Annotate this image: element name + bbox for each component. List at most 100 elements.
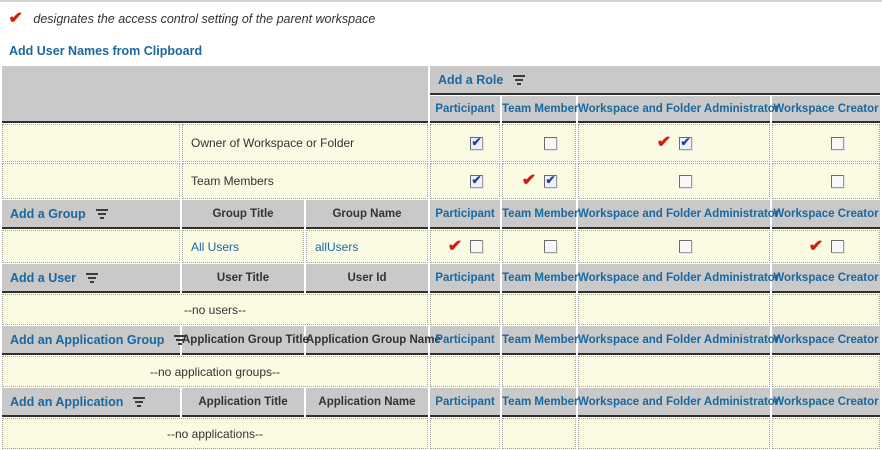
column-header-participant: Participant: [430, 96, 500, 123]
parent-setting-check-icon: ✔: [656, 134, 672, 151]
empty-cell: [2, 230, 180, 263]
column-header-user-title: User Title: [182, 264, 304, 293]
access-cell: ✔✔: [772, 124, 881, 162]
column-header-workspace-creator: Workspace Creator: [772, 326, 881, 355]
add-a-user-header-cell: Add a User: [2, 264, 180, 293]
column-header-workspace-creator: Workspace Creator: [772, 96, 881, 123]
checkbox-owner-team-member[interactable]: ✔: [544, 136, 557, 150]
filter-icon[interactable]: [132, 397, 146, 408]
legend-text: designates the access control setting of…: [33, 12, 376, 26]
add-a-role-link[interactable]: Add a Role: [438, 72, 504, 87]
access-cell: ✔✔: [578, 163, 770, 199]
checkbox-owner-participant[interactable]: ✔: [470, 135, 483, 150]
column-header-application-group-title: Application Group Title: [182, 326, 309, 355]
access-cell: ✔✔: [430, 163, 500, 199]
empty-cell: [578, 294, 770, 325]
parent-setting-check-icon: ✔: [8, 10, 24, 27]
access-cell: ✔✔: [578, 124, 770, 162]
group-title-link[interactable]: All Users: [191, 239, 240, 254]
checkbox-team-members-wf-admin[interactable]: ✔: [679, 174, 692, 188]
column-header-team-member: Team Member: [502, 388, 578, 417]
column-header-wf-admin: Workspace and Folder Administrator: [578, 326, 779, 355]
filter-icon[interactable]: [512, 75, 526, 86]
role-name: Owner of Workspace or Folder: [182, 124, 428, 162]
empty-cell: [502, 418, 576, 449]
checkbox-owner-wf-admin[interactable]: ✔: [679, 135, 692, 150]
column-header-wf-admin: Workspace and Folder Administrator: [578, 200, 779, 229]
role-row-owner: Owner of Workspace or Folder ✔✔ ✔✔ ✔✔ ✔✔: [2, 124, 881, 162]
column-header-workspace-creator: Workspace Creator: [772, 388, 881, 417]
user-section-header-row: Add a User User Title User Id Participan…: [2, 264, 881, 293]
no-application-groups-message: --no application groups--: [2, 356, 428, 387]
checkbox-all-users-workspace-creator[interactable]: ✔: [831, 240, 845, 253]
checkbox-all-users-team-member[interactable]: ✔: [544, 240, 557, 253]
column-header-group-name: Group Name: [306, 200, 428, 229]
checkbox-all-users-participant[interactable]: ✔: [470, 240, 483, 253]
add-a-user-link[interactable]: Add a User: [10, 270, 76, 285]
access-cell: ✔✔: [578, 230, 770, 263]
column-header-application-title: Application Title: [182, 388, 304, 417]
column-header-team-member: Team Member: [502, 96, 578, 123]
checkbox-all-users-wf-admin[interactable]: ✔: [679, 240, 692, 253]
filter-icon[interactable]: [85, 273, 99, 284]
add-a-group-link[interactable]: Add a Group: [10, 206, 86, 221]
column-header-team-member: Team Member: [502, 264, 578, 293]
role-name: Team Members: [182, 163, 428, 199]
empty-cell: [502, 356, 576, 387]
add-a-role-header-cell: Add a Role: [430, 66, 881, 95]
empty-cell: [2, 163, 180, 199]
checkbox-owner-workspace-creator[interactable]: ✔: [831, 136, 845, 150]
column-header-wf-admin: Workspace and Folder Administrator: [578, 388, 779, 417]
filter-icon[interactable]: [173, 335, 187, 346]
empty-cell: [772, 418, 881, 449]
access-cell: ✔✔: [502, 230, 576, 263]
role-section-header-row: Add a Role: [2, 66, 881, 123]
access-cell: ✔✔: [502, 124, 576, 162]
parent-setting-check-icon: ✔: [447, 237, 463, 255]
empty-application-groups-row: --no application groups--: [2, 356, 881, 387]
checkbox-team-members-team-member[interactable]: ✔: [544, 173, 557, 188]
checkbox-team-members-workspace-creator[interactable]: ✔: [831, 174, 845, 188]
column-header-application-group-name: Application Group Name: [306, 326, 441, 355]
add-a-group-header-cell: Add a Group: [2, 200, 180, 229]
column-header-user-id: User Id: [306, 264, 428, 293]
empty-cell: [430, 294, 500, 325]
empty-cell: [502, 294, 576, 325]
empty-cell: [430, 356, 500, 387]
empty-cell: [578, 418, 770, 449]
group-name-link[interactable]: allUsers: [315, 239, 359, 254]
empty-users-row: --no users--: [2, 294, 881, 325]
column-header-participant: Participant: [430, 388, 500, 417]
parent-setting-legend: ✔ designates the access control setting …: [0, 2, 882, 27]
parent-setting-check-icon: ✔: [808, 237, 824, 255]
add-an-application-link[interactable]: Add an Application: [10, 394, 124, 409]
add-an-application-group-header-cell: Add an Application Group: [2, 326, 187, 355]
parent-setting-check-icon: ✔: [521, 172, 537, 189]
column-header-application-name: Application Name: [306, 388, 428, 417]
access-cell: ✔✔: [772, 163, 881, 199]
role-row-team-members: Team Members ✔✔ ✔✔ ✔✔ ✔✔: [2, 163, 881, 199]
no-applications-message: --no applications--: [2, 418, 428, 449]
column-header-team-member: Team Member: [502, 200, 578, 229]
empty-cell: [2, 124, 180, 162]
column-header-participant: Participant: [430, 326, 500, 355]
empty-applications-row: --no applications--: [2, 418, 881, 449]
role-columns-header-row: Participant Team Member Workspace and Fo…: [2, 96, 881, 123]
add-user-names-from-clipboard-link[interactable]: Add User Names from Clipboard: [9, 44, 203, 58]
empty-cell: [430, 418, 500, 449]
empty-cell: [772, 294, 881, 325]
checkbox-team-members-participant[interactable]: ✔: [470, 173, 483, 188]
add-an-application-header-cell: Add an Application: [2, 388, 180, 417]
role-header-spacer-cell: [2, 66, 428, 123]
add-an-application-group-link[interactable]: Add an Application Group: [10, 332, 165, 347]
access-cell: ✔✔: [430, 124, 500, 162]
column-header-wf-admin: Workspace and Folder Administrator: [578, 96, 779, 123]
application-section-header-row: Add an Application Application Title App…: [2, 388, 881, 417]
group-row-all-users: All Users allUsers ✔✔ ✔✔ ✔✔ ✔✔: [2, 230, 881, 263]
column-header-participant: Participant: [430, 200, 500, 229]
empty-cell: [578, 356, 770, 387]
filter-icon[interactable]: [95, 209, 109, 220]
no-users-message: --no users--: [2, 294, 428, 325]
column-header-workspace-creator: Workspace Creator: [772, 200, 881, 229]
column-header-workspace-creator: Workspace Creator: [772, 264, 881, 293]
